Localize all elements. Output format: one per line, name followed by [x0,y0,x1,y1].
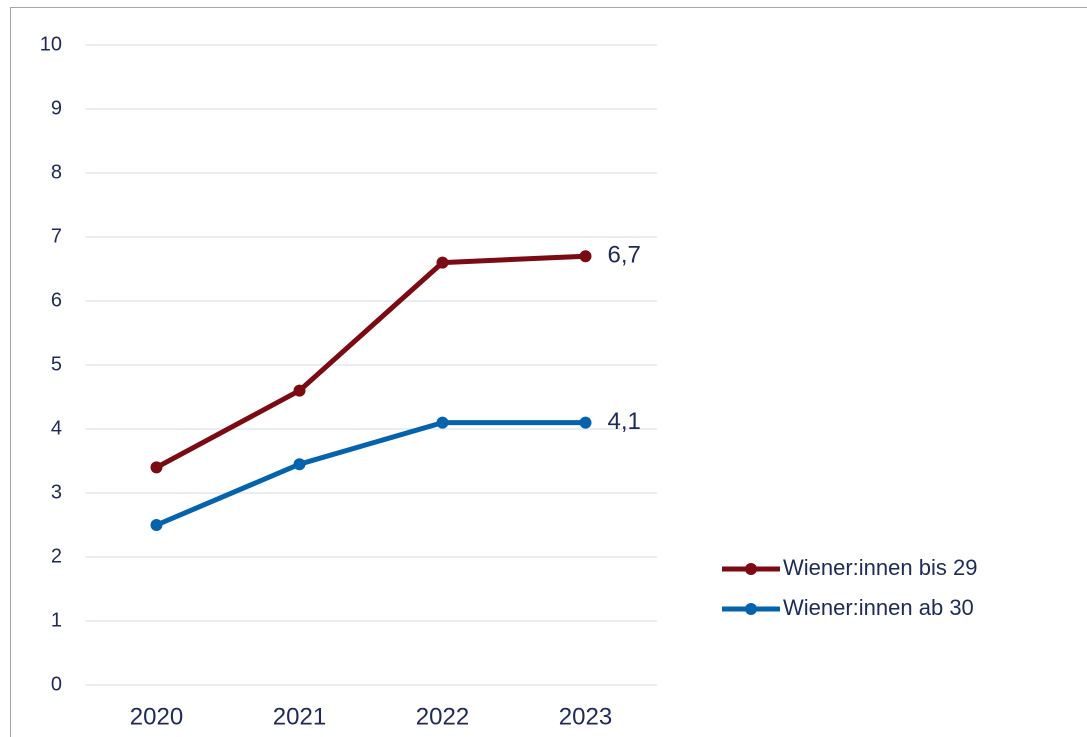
x-tick-label: 2020 [130,703,183,730]
legend-marker [745,563,757,575]
data-point [150,461,163,474]
data-point [579,416,592,429]
legend-label: Wiener:innen bis 29 [783,555,977,580]
x-tick-label: 2021 [273,703,326,730]
chart-frame [10,7,1087,737]
y-tick-label: 8 [51,161,62,183]
data-label: 6,7 [608,242,641,269]
data-point [293,458,306,471]
y-tick-label: 4 [51,417,62,439]
data-label: 4,1 [608,408,641,435]
y-tick-label: 2 [51,545,62,567]
y-tick-label: 0 [51,673,62,695]
data-point [293,384,306,397]
series-line [155,253,586,470]
y-tick-label: 3 [51,481,62,503]
data-point [436,256,449,269]
y-tick-label: 9 [51,97,62,119]
data-point [150,519,163,531]
x-tick-label: 2023 [559,703,612,730]
y-tick-label: 7 [51,225,62,247]
legend-marker [745,603,757,615]
series-line [155,420,586,528]
y-tick-label: 1 [51,609,62,631]
y-tick-label: 5 [51,353,62,375]
x-tick-label: 2022 [416,703,469,730]
data-point [436,416,449,429]
legend-label: Wiener:innen ab 30 [783,595,974,620]
data-point [579,250,592,263]
y-tick-label: 10 [40,33,62,55]
y-tick-label: 6 [51,289,62,311]
